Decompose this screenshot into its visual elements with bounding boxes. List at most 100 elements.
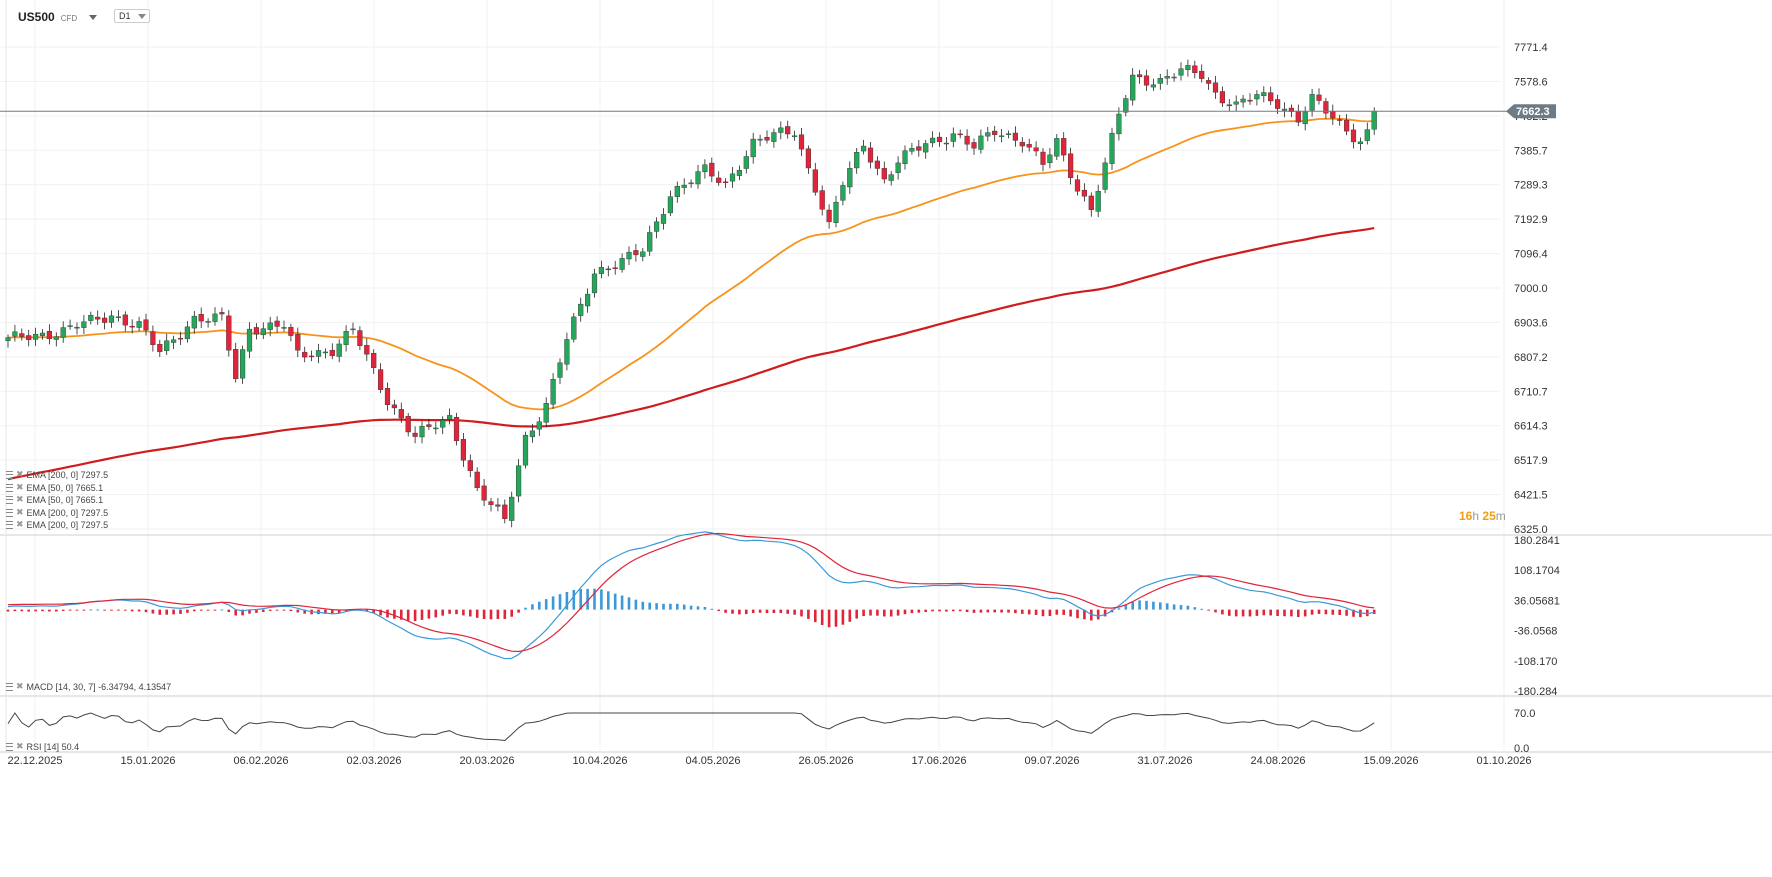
macd-histogram-bar — [676, 603, 679, 610]
symbol-selector[interactable]: US500 CFD — [18, 10, 98, 24]
candle — [1219, 86, 1226, 108]
candle — [964, 129, 970, 151]
macd-histogram-bar — [531, 604, 534, 610]
candle — [1199, 64, 1205, 83]
candle — [881, 161, 887, 184]
settings-icon[interactable] — [6, 742, 13, 751]
candle — [309, 350, 315, 362]
close-icon[interactable]: ✖ — [16, 494, 24, 504]
candle — [1268, 86, 1274, 105]
candle-body — [384, 388, 391, 406]
candle — [626, 246, 632, 266]
candle-body — [1088, 195, 1094, 211]
macd-histogram-bar — [648, 602, 651, 610]
settings-icon[interactable] — [6, 483, 13, 492]
candle — [895, 156, 901, 180]
candle — [74, 322, 80, 335]
candle-body — [826, 209, 832, 223]
macd-histogram-bar — [427, 609, 431, 619]
macd-histogram-bar — [1297, 609, 1300, 617]
macd-histogram-bar — [406, 609, 410, 621]
macd-histogram-bar — [600, 589, 603, 610]
macd-histogram-bar — [110, 609, 113, 611]
candle — [1233, 95, 1239, 112]
candle-body — [101, 317, 108, 323]
macd-histogram-bar — [1303, 609, 1307, 617]
candle — [1343, 114, 1350, 136]
close-icon[interactable]: ✖ — [16, 469, 24, 479]
candle-body — [1123, 98, 1129, 113]
macd-histogram-bar — [883, 609, 886, 617]
close-icon[interactable]: ✖ — [16, 482, 24, 492]
candle — [1067, 147, 1074, 185]
settings-icon[interactable] — [6, 470, 13, 479]
candle-body — [398, 409, 404, 419]
macd-histogram-bar — [1069, 609, 1072, 617]
candle-body — [1337, 119, 1343, 121]
settings-icon[interactable] — [6, 520, 13, 529]
candle — [1088, 192, 1094, 217]
close-icon[interactable]: ✖ — [16, 681, 24, 691]
candle — [502, 499, 508, 524]
candle-body — [239, 349, 246, 379]
macd-histogram-bar — [1186, 605, 1190, 610]
macd-histogram-bar — [303, 609, 306, 614]
candle-body — [509, 496, 515, 521]
candle — [136, 316, 142, 332]
settings-icon[interactable] — [6, 508, 13, 517]
macd-histogram-bar — [462, 609, 465, 616]
candle-body — [750, 138, 756, 158]
macd-histogram-bar — [1172, 604, 1176, 610]
candle — [916, 140, 922, 157]
macd-histogram-bar — [165, 609, 168, 615]
macd-histogram-bar — [420, 609, 424, 620]
candle-body — [667, 196, 674, 214]
macd-histogram-bar — [455, 609, 458, 615]
macd-histogram-bar — [55, 609, 58, 612]
candle-body — [412, 432, 418, 437]
candle-body — [1026, 144, 1032, 148]
timeframe-select[interactable]: D1 — [114, 9, 150, 23]
macd-histogram-bar — [220, 609, 224, 611]
settings-icon[interactable] — [6, 495, 13, 504]
close-icon[interactable]: ✖ — [16, 519, 24, 529]
candle-body — [867, 147, 874, 163]
candle-body — [1095, 191, 1101, 212]
macd-histogram-bar — [524, 607, 527, 610]
candle — [819, 185, 825, 216]
macd-histogram-bar — [731, 609, 734, 614]
macd-histogram-bar — [413, 609, 417, 622]
macd-histogram-bar — [434, 609, 438, 618]
price-tick-label: 6903.6 — [1514, 317, 1548, 329]
macd-histogram-bar — [620, 595, 624, 610]
candle-body — [1233, 101, 1239, 105]
candle — [1040, 148, 1046, 172]
candle — [1212, 76, 1219, 99]
candle-body — [177, 337, 184, 340]
countdown-minutes: 25 — [1482, 509, 1496, 523]
macd-line — [7, 531, 1375, 660]
close-icon[interactable]: ✖ — [16, 507, 24, 517]
close-icon[interactable]: ✖ — [16, 741, 24, 751]
candle-body — [108, 315, 115, 323]
candle-body — [674, 186, 680, 197]
candle-body — [129, 325, 135, 328]
macd-histogram-bar — [393, 609, 396, 619]
candle — [115, 310, 122, 322]
candle-body — [536, 421, 542, 430]
date-tick-label: 22.12.2025 — [7, 755, 62, 767]
candle — [1302, 106, 1308, 131]
candle — [295, 327, 301, 358]
price-tick-label: 7289.3 — [1514, 180, 1548, 192]
macd-histogram-bar — [268, 609, 272, 611]
candle-body — [743, 156, 749, 169]
chevron-down-icon[interactable] — [89, 14, 98, 20]
macd-histogram-bar — [1007, 609, 1010, 613]
candle — [647, 225, 653, 257]
candles — [5, 59, 1377, 528]
settings-icon[interactable] — [6, 682, 13, 691]
candle — [1364, 122, 1370, 145]
candle-body — [640, 251, 646, 257]
macd-histogram-bar — [144, 609, 148, 613]
